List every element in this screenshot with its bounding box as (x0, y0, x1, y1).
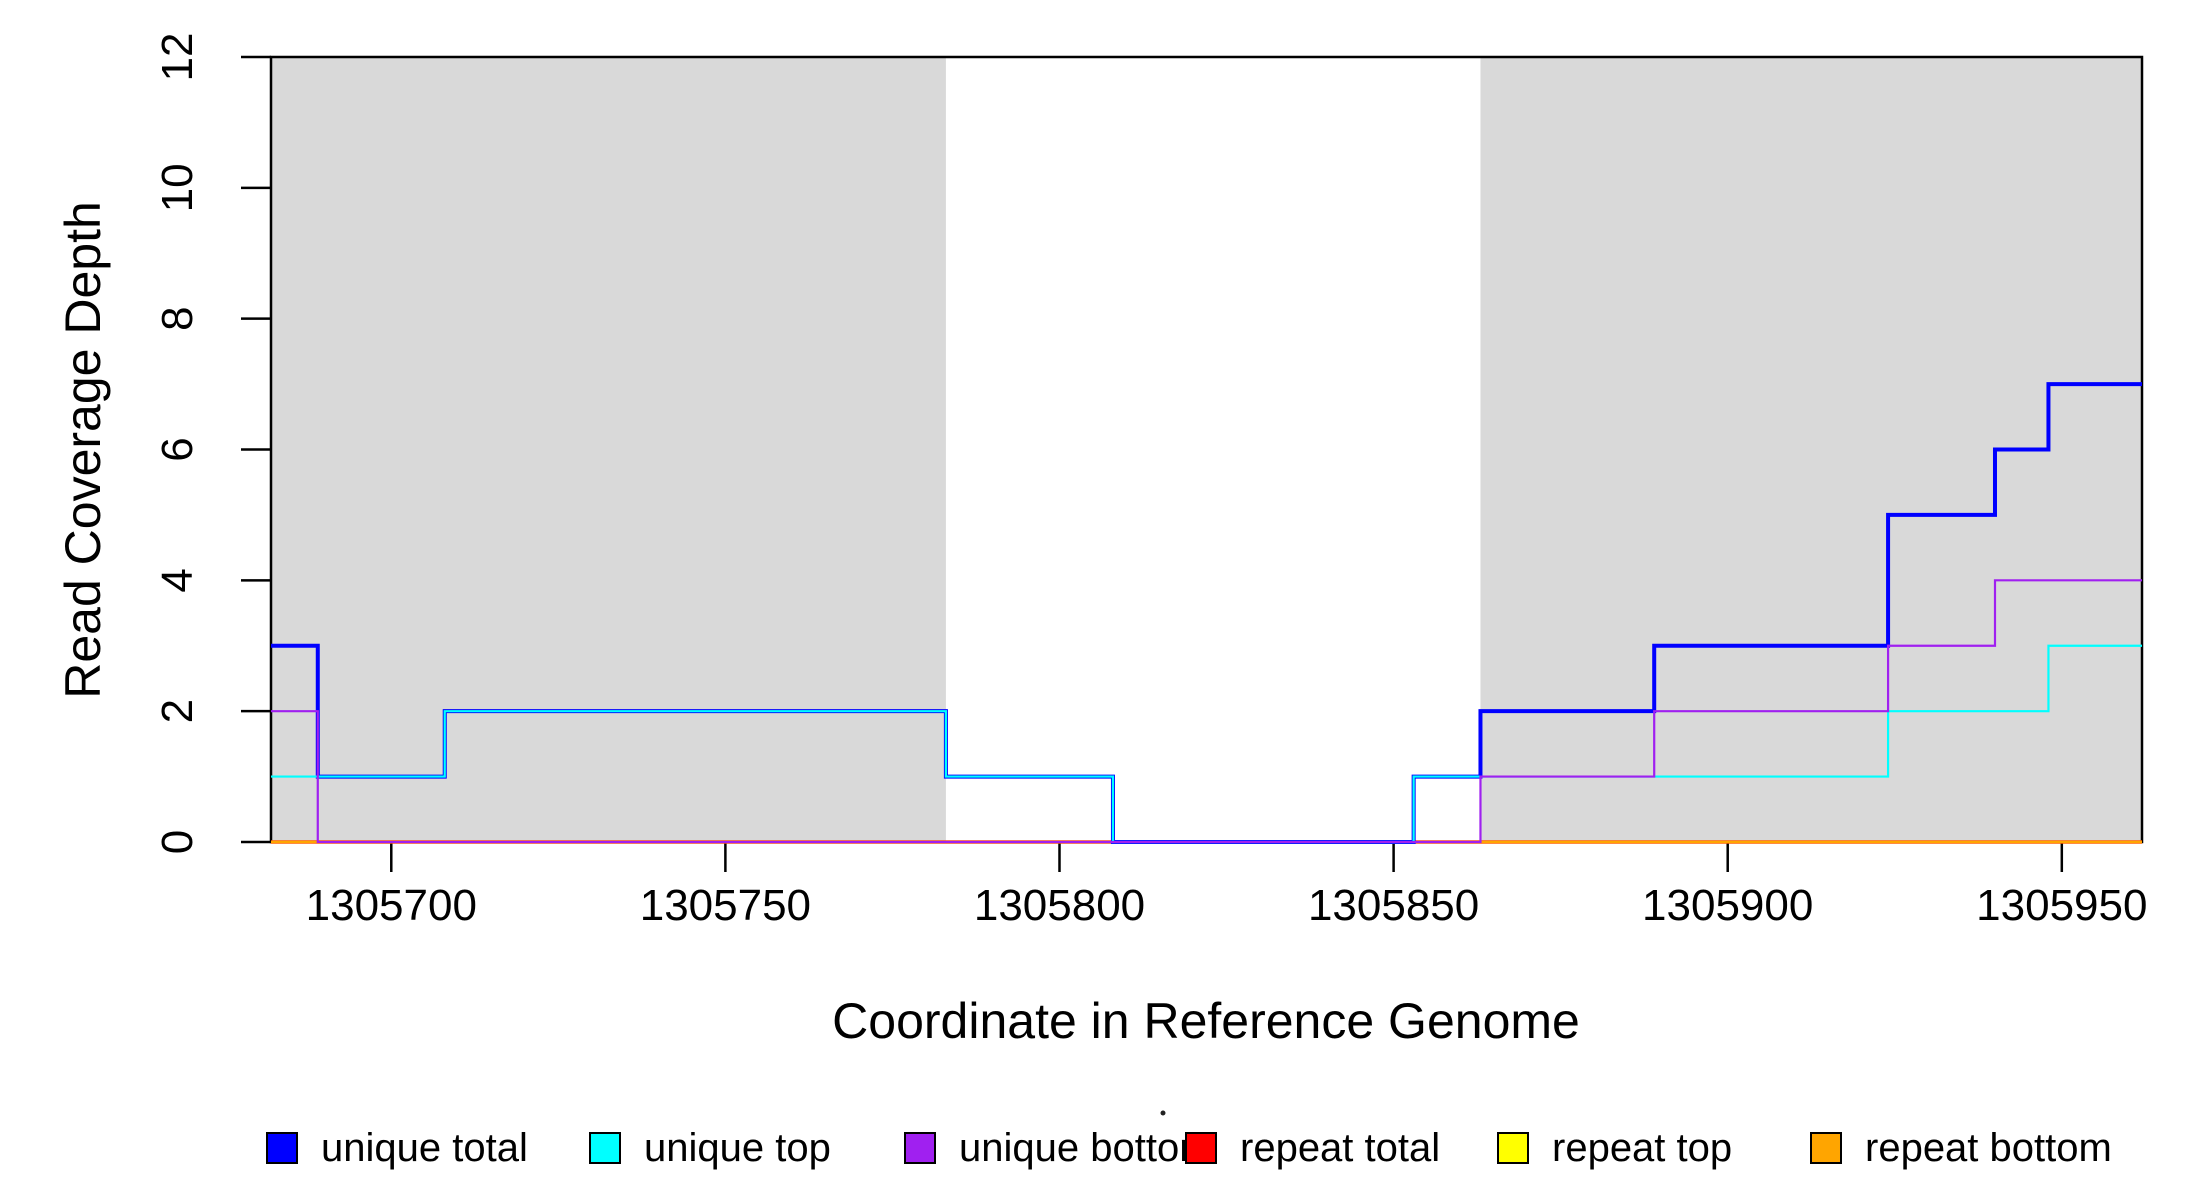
shaded-region (271, 57, 946, 842)
y-tick-label: 6 (153, 437, 202, 461)
x-axis-title: Coordinate in Reference Genome (832, 993, 1580, 1049)
series-unique-bottom (271, 579, 2142, 844)
series-lines (271, 382, 2142, 844)
x-axis: 1305700 1305750 1305800 1305850 1305900 13059… (306, 842, 2147, 930)
y-tick-label: 12 (153, 33, 202, 82)
y-tick-label: 4 (153, 568, 202, 592)
legend-swatch-repeat-bottom (1810, 1132, 1842, 1164)
legend-label-unique-total: unique total (321, 1126, 528, 1170)
y-tick-label: 2 (153, 699, 202, 723)
x-tick-label: 1305700 (306, 881, 477, 930)
x-tick-label: 1305800 (974, 881, 1145, 930)
x-tick-label: 1305900 (1642, 881, 1813, 930)
legend: unique total unique top unique bottom repea… (266, 1126, 2112, 1170)
y-tick-label: 10 (153, 163, 202, 212)
y-axis: 0 2 4 6 8 10 12 (153, 33, 271, 854)
legend-label-unique-top: unique top (644, 1126, 831, 1170)
legend-swatch-unique-total (266, 1132, 298, 1164)
y-tick-label: 0 (153, 830, 202, 854)
shaded-regions (271, 57, 2142, 842)
legend-swatch-unique-bottom (904, 1132, 936, 1164)
y-tick-label: 8 (153, 306, 202, 330)
legend-dot-artifact (1160, 1110, 1166, 1116)
legend-swatch-repeat-top (1497, 1132, 1529, 1164)
x-tick-label: 1305750 (640, 881, 811, 930)
legend-label-unique-bottom: unique bottom (959, 1126, 1213, 1170)
x-tick-label: 1305950 (1976, 881, 2147, 930)
legend-swatch-unique-top (589, 1132, 621, 1164)
legend-swatch-repeat-total (1185, 1132, 1217, 1164)
legend-label-repeat-total: repeat total (1240, 1126, 1440, 1170)
legend-label-repeat-top: repeat top (1552, 1126, 1732, 1170)
x-tick-label: 1305850 (1308, 881, 1479, 930)
legend-label-repeat-bottom: repeat bottom (1865, 1126, 2112, 1170)
y-axis-title: Read Coverage Depth (55, 201, 111, 699)
